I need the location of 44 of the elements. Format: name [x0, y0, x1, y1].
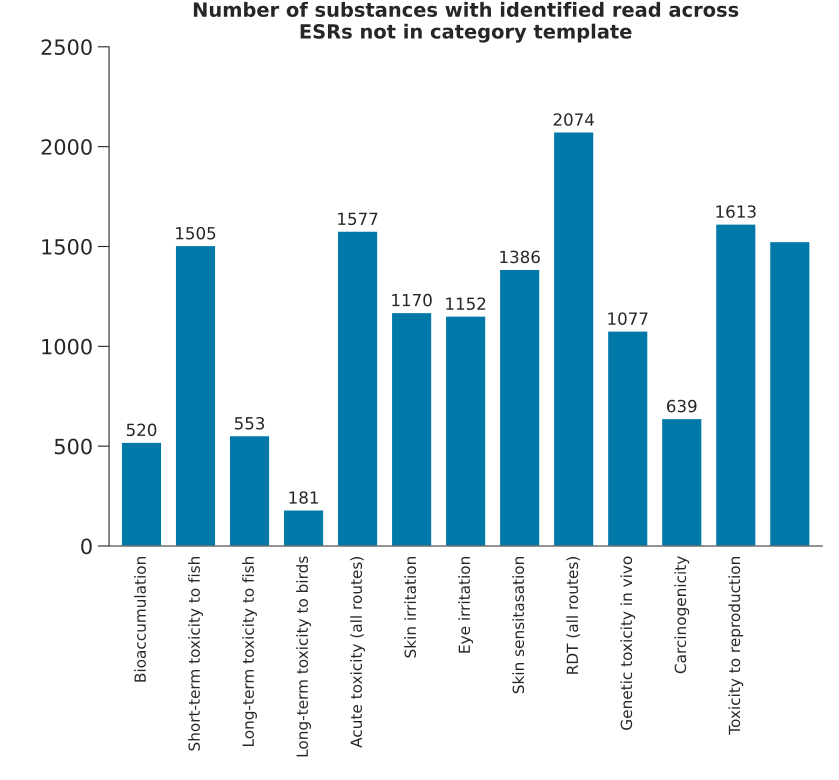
data-label: 1170 [392, 294, 432, 306]
x-tick-label: Skin sensitasation [512, 557, 524, 694]
bar [174, 244, 216, 546]
y-tick-label: 0 [81, 538, 92, 554]
data-label: 1077 [608, 312, 648, 325]
x-tick-label: Eye irritation [458, 557, 474, 653]
data-label: 520 [126, 424, 156, 436]
bar [660, 418, 703, 546]
data-label: 553 [234, 416, 264, 430]
x-tick-label: Bioaccumulation [134, 557, 146, 682]
data-label: 2074 [554, 113, 594, 126]
data-label: 1152 [446, 297, 486, 310]
data-label: 1505 [176, 226, 216, 240]
data-label: 181 [289, 491, 318, 504]
bar [714, 223, 757, 546]
chart-title: Number of substances with identified read across ESRs not in category template [194, 2, 738, 43]
x-tick-label: Skin irritation [404, 557, 416, 658]
y-tick-label: 500 [54, 438, 92, 454]
y-tick-label: 1500 [42, 238, 92, 255]
bar [444, 315, 487, 546]
x-tick-label: Short-term toxicity to fish [188, 557, 203, 750]
bar [552, 131, 595, 546]
bar [390, 312, 433, 546]
bar [282, 509, 325, 546]
x-tick-label: Toxicity to reproduction [728, 557, 744, 735]
bar [120, 441, 162, 546]
x-tick-label: Carcinogenicity [674, 556, 690, 674]
x-tick-label: Long-term toxicity to birds [296, 556, 311, 756]
bar [498, 268, 541, 546]
bar [606, 330, 649, 546]
x-tick-label: Genetic toxicity in vivo [620, 556, 636, 730]
x-tick-label: Long-term toxicity to fish [242, 557, 257, 746]
y-tick-label: 2000 [42, 139, 92, 155]
data-label: 1613 [716, 205, 756, 218]
data-label: 1577 [338, 212, 378, 226]
data-label: 1386 [500, 250, 540, 264]
x-tick-label: Acute toxicity (all routes) [350, 557, 365, 748]
bar [768, 240, 811, 546]
y-tick-label: 2500 [42, 39, 92, 56]
x-tick-label: RDT (all routes) [566, 557, 580, 674]
bar [228, 434, 270, 546]
bar [336, 230, 379, 546]
data-label: 639 [667, 400, 696, 412]
y-tick-label: 1000 [42, 338, 92, 355]
